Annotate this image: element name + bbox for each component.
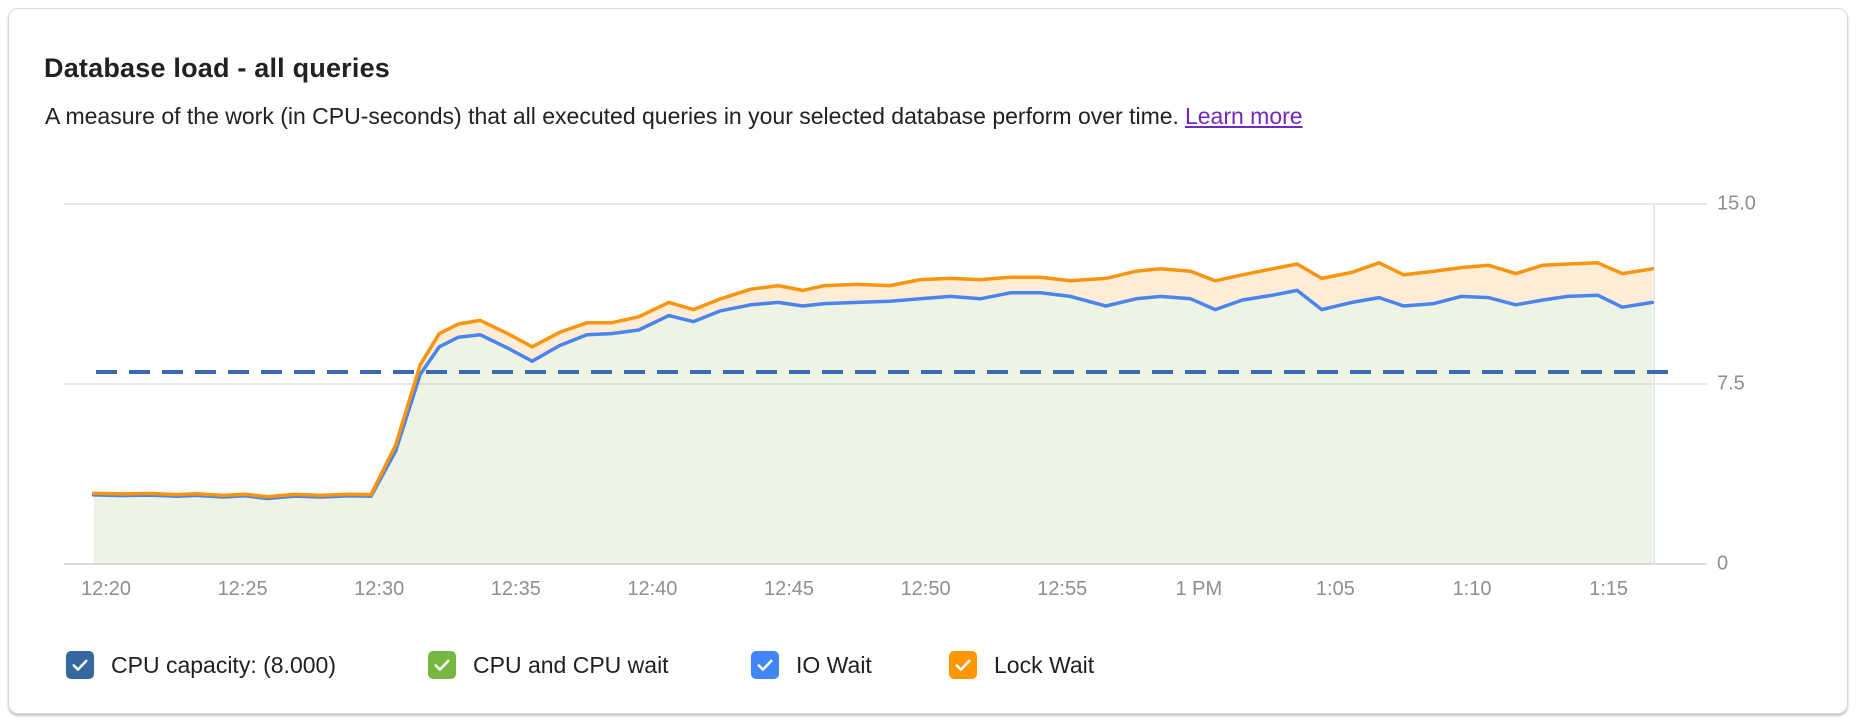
checkmark-icon: [757, 659, 773, 671]
x-axis-tick-1-10: 1:10: [1452, 578, 1492, 600]
legend-label-cpu-and-cpu-wait: CPU and CPU wait: [473, 651, 669, 678]
legend-label-cpu-capacity-8-000: CPU capacity: (8.000): [111, 651, 336, 678]
x-axis-tick-12-30: 12:30: [354, 578, 405, 600]
x-axis-tick-12-50: 12:50: [900, 578, 951, 600]
legend-item-lock-wait: Lock Wait: [949, 650, 1094, 680]
legend-label-io-wait: IO Wait: [796, 651, 872, 678]
chart-description: A measure of the work (in CPU-seconds) t…: [45, 103, 1303, 130]
checkmark-icon: [955, 659, 971, 671]
lock-wait-line: [91, 261, 1655, 499]
x-axis-tick-12-40: 12:40: [627, 578, 678, 600]
legend-label-lock-wait: Lock Wait: [994, 651, 1095, 678]
legend-checkbox-lock-wait[interactable]: [949, 651, 977, 679]
y-axis-tick-7-5: 7.5: [1717, 372, 1745, 395]
x-axis-tick-1-05: 1:05: [1315, 578, 1355, 600]
x-axis-tick-12-35: 12:35: [490, 578, 541, 600]
checkmark-icon: [434, 659, 450, 671]
x-axis-tick-12-20: 12:20: [80, 578, 132, 600]
x-axis-tick-1-pm: 1 PM: [1175, 578, 1223, 600]
x-axis-tick-12-25: 12:25: [217, 578, 268, 600]
learn-more-link[interactable]: Learn more: [1184, 103, 1303, 129]
legend-checkbox-io-wait[interactable]: [751, 651, 779, 679]
database-load-card: Database load - all queries A measure of…: [8, 8, 1848, 714]
legend-item-cpu-and-cpu-wait: CPU and CPU wait: [428, 650, 669, 680]
x-axis-tick-12-55: 12:55: [1037, 578, 1088, 600]
y-axis-tick-0: 0: [1717, 552, 1729, 575]
chart-area[interactable]: [9, 9, 1856, 720]
legend-item-io-wait: IO Wait: [751, 650, 872, 680]
x-axis-tick-1-15: 1:15: [1589, 578, 1629, 600]
cpu-and-cpu-wait-area: [93, 290, 1653, 564]
page-title: Database load - all queries: [44, 53, 391, 83]
checkmark-icon: [72, 659, 88, 671]
legend-checkbox-cpu-and-cpu-wait[interactable]: [428, 651, 456, 679]
lock-wait-area: [93, 262, 1653, 499]
legend-checkbox-cpu-capacity-8-000[interactable]: [66, 651, 94, 679]
description-text: A measure of the work (in CPU-seconds) t…: [45, 103, 1179, 129]
x-axis-tick-12-45: 12:45: [763, 578, 815, 600]
y-axis-tick-15: 15.0: [1717, 192, 1756, 215]
legend-item-cpu-capacity-8-000: CPU capacity: (8.000): [66, 650, 336, 680]
